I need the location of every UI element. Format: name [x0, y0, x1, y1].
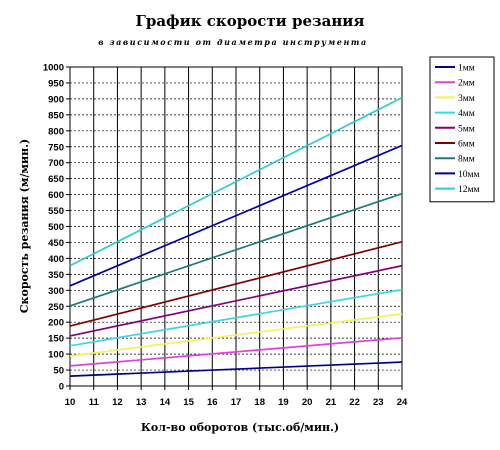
y-tick-label: 400 — [48, 254, 64, 265]
y-tick-label: 1000 — [43, 63, 64, 74]
x-tick-label: 17 — [231, 397, 242, 408]
legend-label: 1мм — [458, 64, 475, 74]
y-tick-label: 650 — [48, 174, 64, 185]
legend-label: 8мм — [458, 155, 475, 165]
legend-label: 12мм — [458, 185, 480, 195]
x-axis-label: Кол-во оборотов (тыс.об/мин.) — [141, 421, 339, 434]
x-tick-label: 22 — [349, 397, 360, 408]
legend-label: 2мм — [458, 79, 475, 89]
y-tick-label: 600 — [48, 190, 64, 201]
x-tick-label: 15 — [183, 397, 194, 408]
series-line — [69, 288, 403, 347]
legend-label: 4мм — [458, 109, 475, 119]
y-tick-label: 250 — [48, 302, 64, 313]
chart-title: График скорости резания — [135, 12, 364, 30]
y-tick-label: 750 — [48, 142, 64, 153]
series-line — [69, 192, 403, 307]
series-line — [69, 361, 403, 377]
series-line — [69, 144, 403, 287]
series-line — [69, 264, 403, 337]
y-tick-label: 100 — [48, 350, 64, 361]
chart-subtitle: в зависимости от диаметра инструмента — [98, 37, 368, 47]
x-tick-label: 10 — [65, 397, 76, 408]
series-line — [69, 336, 403, 367]
x-tick-label: 23 — [373, 397, 384, 408]
y-tick-label: 350 — [48, 270, 64, 281]
x-tick-label: 11 — [89, 397, 100, 408]
x-tick-label: 20 — [302, 397, 313, 408]
series-line — [69, 96, 403, 267]
x-tick-label: 13 — [136, 397, 147, 408]
x-tick-label: 19 — [278, 397, 289, 408]
legend-box — [429, 56, 495, 203]
x-axis-ticks: 10 11 12 13 14 15 16 17 18 19 20 21 22 23 24 — [65, 386, 408, 408]
x-tick-label: 14 — [160, 397, 171, 408]
y-tick-label: 850 — [48, 110, 64, 121]
y-tick-label: 50 — [53, 366, 64, 377]
y-axis-ticks: 0 50 100 150 200 250 300 350 400 450 500 550 600 650 7… — [43, 63, 70, 393]
x-tick-label: 16 — [207, 397, 218, 408]
series-line — [69, 240, 403, 327]
x-tick-label: 21 — [326, 397, 337, 408]
legend-label: 6мм — [458, 140, 475, 150]
y-tick-label: 950 — [48, 78, 64, 89]
legend-label: 5мм — [458, 124, 475, 134]
y-tick-label: 550 — [48, 206, 64, 217]
y-tick-label: 150 — [48, 334, 64, 345]
y-tick-label: 500 — [48, 222, 64, 233]
x-tick-label: 24 — [397, 397, 408, 408]
series-lines — [69, 96, 403, 377]
y-tick-label: 0 — [59, 382, 64, 393]
legend: 1мм 2мм 3мм 4мм 5мм 6мм 8мм 10мм 12мм — [429, 56, 495, 203]
legend-label: 3мм — [458, 94, 475, 104]
grid-lines — [70, 67, 402, 386]
x-tick-label: 18 — [254, 397, 265, 408]
y-tick-label: 450 — [48, 238, 64, 249]
y-tick-label: 900 — [48, 94, 64, 105]
y-tick-label: 300 — [48, 286, 64, 297]
series-line — [69, 313, 403, 357]
x-tick-label: 12 — [112, 397, 123, 408]
y-tick-label: 200 — [48, 318, 64, 329]
legend-label: 10мм — [458, 170, 480, 180]
y-tick-label: 800 — [48, 126, 64, 137]
y-tick-label: 700 — [48, 158, 64, 169]
y-axis-label: Скорость резания (м/мин.) — [18, 139, 31, 313]
